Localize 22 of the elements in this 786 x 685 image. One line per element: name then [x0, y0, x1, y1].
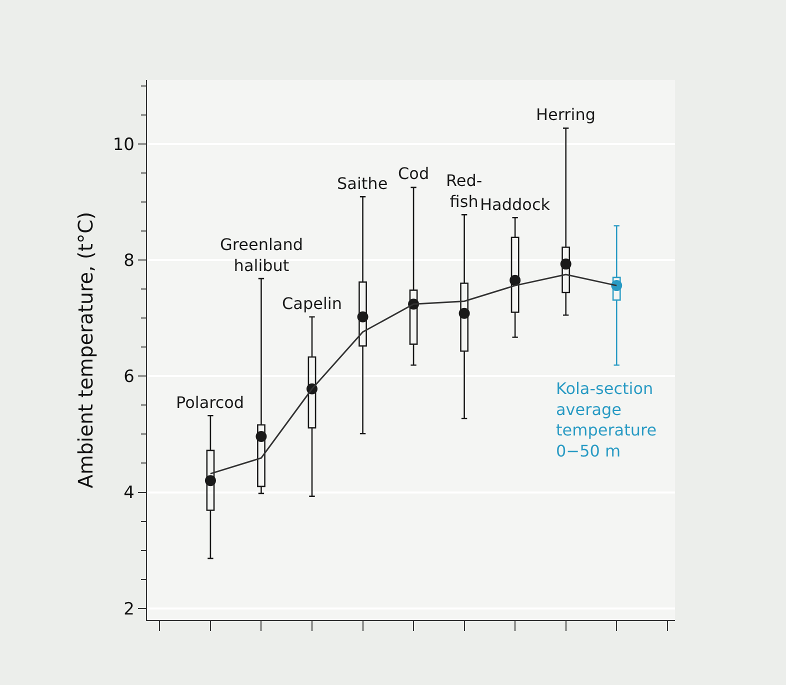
point [357, 311, 368, 322]
x-tick-label: Herring [536, 105, 596, 124]
x-tick-label: Haddock [480, 195, 551, 214]
point [204, 475, 216, 486]
point [510, 274, 521, 286]
x-tick-label: Polarcod [176, 393, 244, 412]
point [611, 280, 622, 292]
y-tick-label: 8 [124, 250, 134, 271]
point [560, 258, 572, 270]
y-tick-label: 6 [124, 367, 134, 388]
y-tick-label: 10 [112, 134, 134, 155]
y-axis-title: Ambient temperature, (t°C) [73, 212, 98, 488]
x-tick-label: Cod [398, 164, 430, 183]
x-tick-label: Red-fish [446, 171, 482, 211]
point [458, 308, 470, 319]
x-tick-label: Saithe [337, 174, 388, 193]
x-tick-label: Capelin [282, 294, 342, 313]
y-tick-label: 2 [124, 599, 134, 620]
x-tick-label: Greenland halibut [220, 235, 303, 275]
y-tick-label: 4 [124, 483, 134, 504]
annotation: Kola-section average temperature 0−50 m [556, 379, 657, 460]
point [256, 431, 267, 442]
